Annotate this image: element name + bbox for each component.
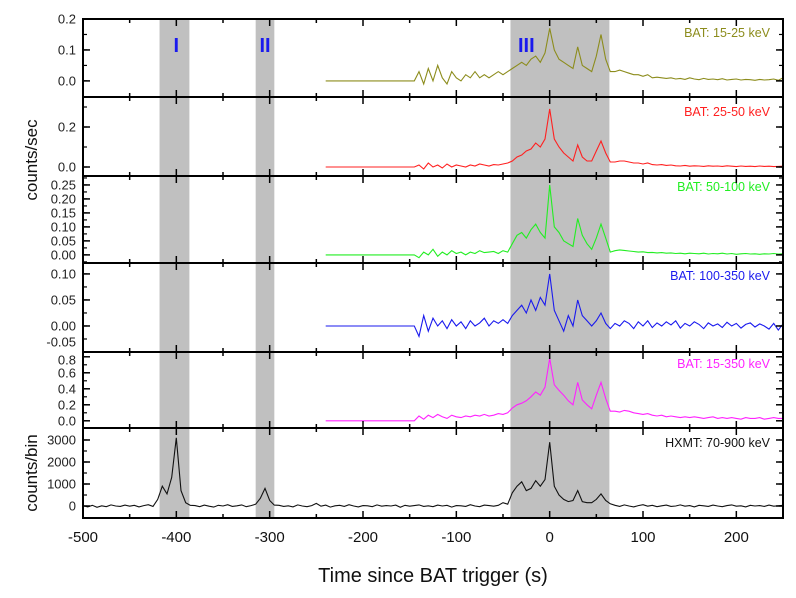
x-tick-label: 100: [630, 529, 655, 546]
series-line-4: [325, 358, 783, 422]
series-line-2: [325, 184, 783, 259]
y-tick-label: 0.2: [58, 120, 76, 135]
y-tick-label: 0.2: [58, 397, 76, 412]
y-axis-label-counts-per-sec: counts/sec: [22, 119, 41, 201]
y-tick-label: 0.4: [58, 381, 76, 396]
shaded-region-II: [255, 19, 275, 518]
x-tick-label: -100: [441, 529, 471, 546]
shaded-region-I: [159, 19, 190, 518]
x-tick-label: -400: [161, 529, 191, 546]
panel-legend-label: BAT: 25-50 keV: [684, 105, 771, 119]
shaded-regions: I II III: [159, 19, 610, 518]
y-tick-label: 0.8: [58, 352, 76, 367]
series-line-3: [325, 273, 783, 339]
x-tick-label: 0: [545, 529, 553, 546]
shaded-region-III: [510, 19, 610, 518]
panel-legend-label: BAT: 50-100 keV: [677, 180, 771, 194]
axes: 0.00.10.20.00.20.000.050.100.150.200.25-…: [46, 12, 784, 546]
y-tick-label: 0.25: [51, 177, 76, 192]
y-tick-label: 0.00: [51, 247, 76, 262]
x-axis-label: Time since BAT trigger (s): [318, 565, 548, 587]
panel-legend-label: HXMT: 70-900 keV: [665, 436, 771, 450]
series-line-0: [325, 28, 783, 86]
y-tick-label: 0.0: [58, 160, 76, 175]
x-tick-label: -500: [68, 529, 98, 546]
y-tick-label: 1000: [47, 477, 76, 492]
y-tick-label: 0.15: [51, 205, 76, 220]
x-tick-label: 200: [724, 529, 749, 546]
region-label-II: II: [259, 35, 270, 57]
panel-legend-label: BAT: 15-25 keV: [684, 26, 771, 40]
y-tick-label: 0: [69, 499, 76, 514]
y-tick-label: 0.0: [58, 73, 76, 88]
labels: counts/sec counts/bin Time since BAT tri…: [22, 119, 548, 587]
panel-legend-label: BAT: 100-350 keV: [670, 269, 770, 283]
y-tick-label: -0.05: [46, 335, 76, 350]
y-tick-label: 0.1: [58, 42, 76, 57]
y-tick-label: 0.05: [51, 233, 76, 248]
y-tick-label: 0.0: [58, 413, 76, 428]
x-tick-label: -300: [255, 529, 285, 546]
x-tick-label: -200: [348, 529, 378, 546]
y-tick-label: 3000: [47, 432, 76, 447]
y-tick-label: 2000: [47, 454, 76, 469]
y-tick-label: 0.05: [51, 292, 76, 307]
y-axis-label-counts-per-bin: counts/bin: [22, 434, 41, 512]
region-label-III: III: [518, 35, 535, 57]
panel-legend-label: BAT: 15-350 keV: [677, 357, 771, 371]
light-curves: BAT: 15-25 keV BAT: 25-50 keV BAT: 50-100 …: [83, 26, 783, 508]
y-tick-label: 0.20: [51, 191, 76, 206]
y-tick-label: 0.2: [58, 12, 76, 27]
y-tick-label: 0.00: [51, 318, 76, 333]
y-tick-label: 0.10: [51, 219, 76, 234]
y-tick-label: 0.6: [58, 365, 76, 380]
region-label-I: I: [174, 35, 180, 57]
y-tick-label: 0.10: [51, 266, 76, 281]
series-line-1: [325, 108, 783, 170]
series-line-5: [83, 437, 783, 508]
